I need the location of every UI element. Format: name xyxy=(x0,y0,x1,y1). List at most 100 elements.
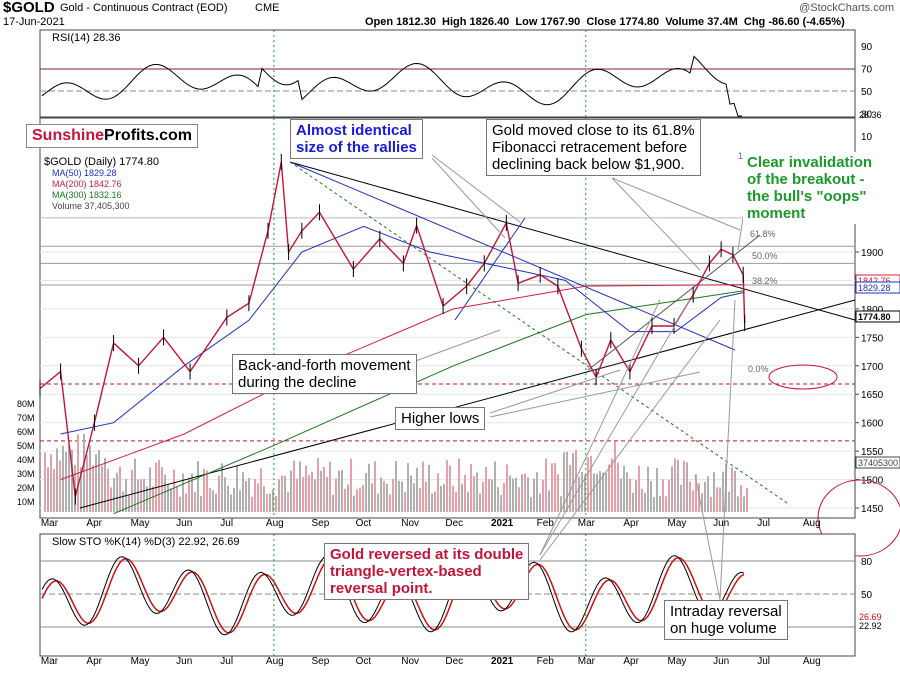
volume-bar xyxy=(464,474,466,512)
annotation-intra-line2: on huge volume xyxy=(670,620,777,637)
volume-bar xyxy=(338,470,340,512)
fib-382-label: 38.2% xyxy=(752,276,778,286)
annotation-bf-line1: Back-and-forth movement xyxy=(238,357,411,374)
month-label: Apr xyxy=(86,518,102,529)
volume-bar xyxy=(476,472,478,512)
month-label: Feb xyxy=(537,518,555,529)
month-label: Jul xyxy=(757,656,770,667)
volume-bar xyxy=(506,464,508,512)
volume-bar xyxy=(389,494,391,512)
volume-bar xyxy=(128,495,130,512)
volume-bar xyxy=(344,488,346,512)
volume-bar xyxy=(500,494,502,512)
volume-bar xyxy=(68,445,70,512)
price-tag-ma200: 1842.76 xyxy=(858,276,891,286)
volume-bar xyxy=(578,476,580,512)
volume-bar xyxy=(677,459,679,512)
volume-bar xyxy=(407,462,409,512)
month-label: Jun xyxy=(713,656,729,667)
volume-bar xyxy=(608,464,610,512)
volume-bar xyxy=(335,478,337,512)
month-label: Sep xyxy=(312,656,330,667)
volume-bar xyxy=(539,493,541,512)
volume-bar xyxy=(197,461,199,512)
month-label: Apr xyxy=(623,518,639,529)
volume-bar xyxy=(311,471,313,512)
volume-bar xyxy=(242,472,244,512)
annotation-rallies-line2: size of the rallies xyxy=(296,139,417,156)
volume-bar xyxy=(560,496,562,512)
trend-line xyxy=(587,234,761,371)
annotation-fib-line1: Gold moved close to its 61.8% xyxy=(492,122,695,139)
volume-bar xyxy=(134,458,136,512)
volume-bar xyxy=(581,472,583,512)
rsi-last-label: 28.36 xyxy=(859,110,882,120)
volume-bar xyxy=(179,496,181,512)
volume-bar xyxy=(455,491,457,512)
volume-bar xyxy=(71,449,73,512)
volume-bar xyxy=(611,458,613,512)
volume-bar xyxy=(317,458,319,512)
volume-bar xyxy=(623,465,625,512)
volume-tick-label: 70M xyxy=(17,413,35,423)
volume-bar xyxy=(410,475,412,512)
volume-bar xyxy=(341,469,343,512)
volume-bar xyxy=(101,465,103,512)
volume-tick-label: 30M xyxy=(17,469,35,479)
annotation-rallies: Almost identical size of the rallies xyxy=(290,119,423,159)
volume-bar xyxy=(245,480,247,512)
volume-bar xyxy=(413,483,415,512)
target-ellipse-2 xyxy=(817,479,900,557)
volume-bar xyxy=(704,481,706,512)
volume-bar xyxy=(293,460,295,512)
volume-bar xyxy=(641,488,643,512)
volume-bar xyxy=(314,479,316,512)
volume-bar xyxy=(290,470,292,512)
price-panel: 1900185018001750170016501600155015001450… xyxy=(17,117,900,557)
volume-bar xyxy=(647,466,649,512)
target-ellipse xyxy=(768,364,838,390)
volume-bar xyxy=(65,452,67,512)
legend-volume: Volume 37,405,300 xyxy=(52,201,130,211)
stoch-last2-label: 26.69 xyxy=(859,612,882,622)
volume-bar xyxy=(419,487,421,512)
volume-bar xyxy=(569,465,571,512)
price-tick-label: 1700 xyxy=(861,362,884,373)
volume-bar xyxy=(260,468,262,512)
volume-bar xyxy=(584,474,586,512)
volume-bar xyxy=(323,466,325,512)
stoch-tick-label: 80 xyxy=(861,557,873,568)
month-label: Jul xyxy=(220,518,233,529)
volume-tick-label: 80M xyxy=(17,399,35,409)
volume-bar xyxy=(131,469,133,512)
month-label: Jul xyxy=(220,656,233,667)
volume-bar xyxy=(452,485,454,512)
volume-bar xyxy=(527,477,529,512)
volume-bar xyxy=(119,466,121,512)
volume-bar xyxy=(53,468,55,512)
volume-bar xyxy=(698,483,700,512)
watermark: @StockCharts.com xyxy=(799,2,894,14)
volume-bar xyxy=(329,461,331,512)
month-label: Dec xyxy=(445,518,463,529)
price-tick-label: 1600 xyxy=(861,419,884,430)
volume-bar xyxy=(95,454,97,512)
volume-bar xyxy=(620,478,622,512)
month-label: Nov xyxy=(401,656,419,667)
month-label: May xyxy=(131,518,150,529)
volume-bar xyxy=(215,493,217,512)
month-label: Aug xyxy=(266,518,284,529)
volume-bar xyxy=(236,465,238,512)
legend-title: $GOLD (Daily) 1774.80 xyxy=(44,156,159,168)
volume-bar xyxy=(722,471,724,512)
month-label: Apr xyxy=(623,656,639,667)
month-label: 2021 xyxy=(491,656,514,667)
legend-ma200: MA(200) 1842.76 xyxy=(52,179,122,189)
price-tick-label: 1450 xyxy=(861,504,884,515)
stoch-last-label: 22.92 xyxy=(859,621,882,631)
volume-bar xyxy=(521,474,523,512)
price-tick-label: 1800 xyxy=(861,305,884,316)
chart-date: 17-Jun-2021 xyxy=(3,16,65,28)
volume-bar xyxy=(551,463,553,512)
